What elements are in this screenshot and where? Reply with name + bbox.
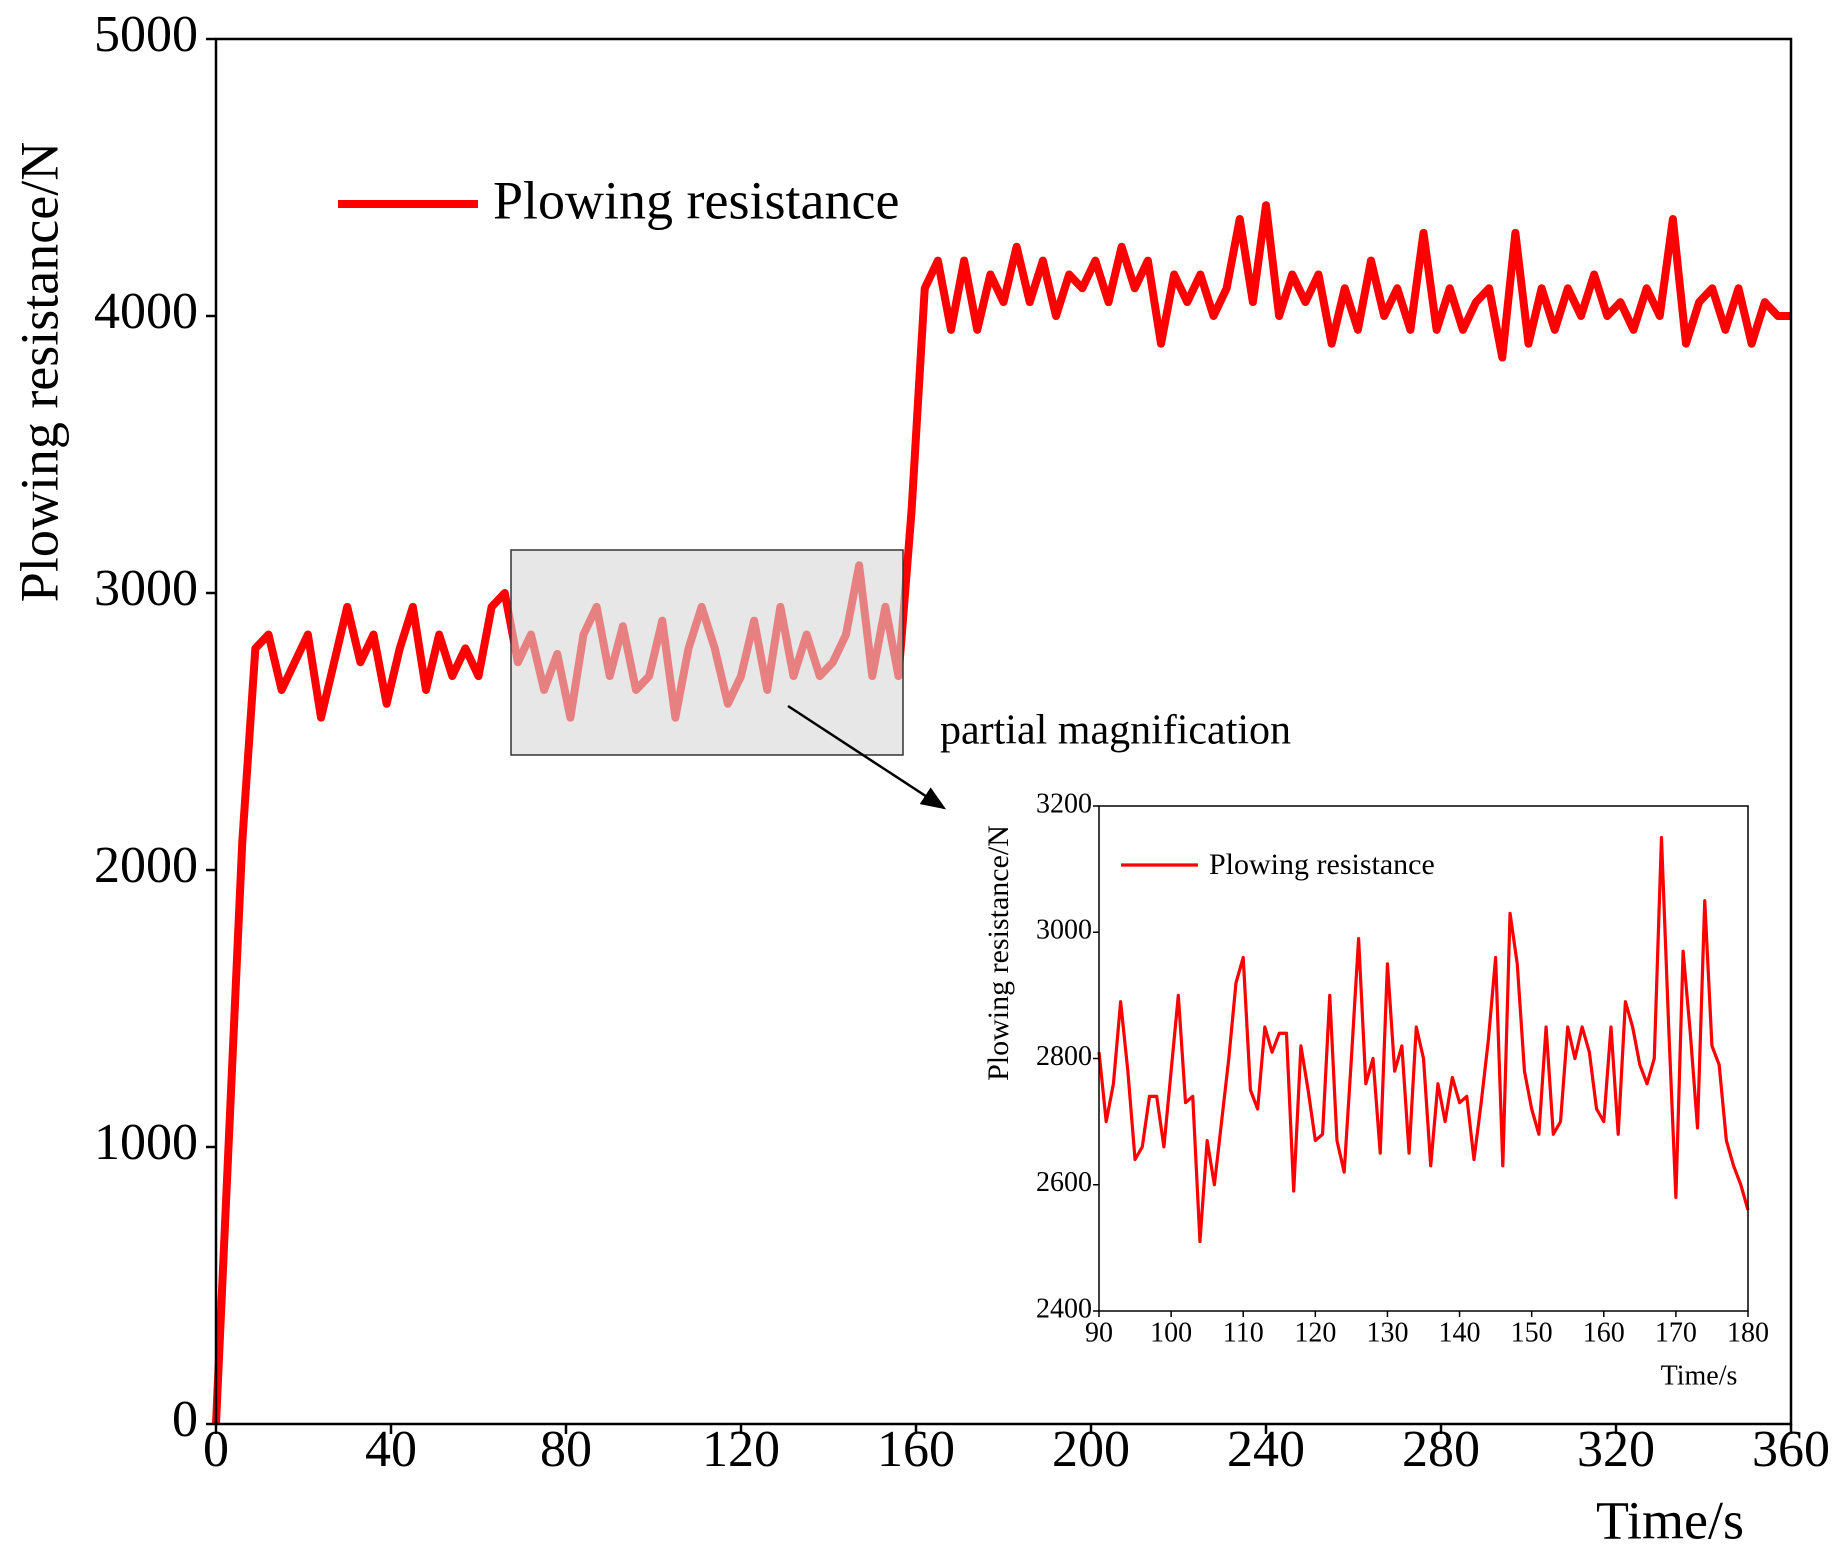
x-tick-label: 160 (877, 1421, 955, 1478)
y-tick-label: 2800 (1036, 1041, 1092, 1072)
x-axis-label: Time/s (1661, 1360, 1738, 1391)
x-tick-label: 0 (203, 1421, 229, 1478)
y-tick-label: 3000 (1036, 915, 1092, 946)
y-axis-label: Plowing resistance/N (982, 825, 1015, 1081)
legend-label: Plowing resistance (1209, 848, 1435, 881)
y-tick-label: 0 (172, 1391, 198, 1448)
x-tick-label: 120 (702, 1421, 780, 1478)
y-tick-label: 2400 (1036, 1293, 1092, 1324)
y-tick-label: 2000 (94, 837, 198, 894)
y-tick-label: 1000 (94, 1114, 198, 1171)
legend-label: Plowing resistance (493, 170, 899, 230)
y-tick-label: 5000 (94, 6, 198, 63)
x-tick-label: 160 (1583, 1317, 1625, 1348)
x-tick-label: 110 (1223, 1317, 1264, 1348)
x-tick-label: 40 (365, 1421, 417, 1478)
magnify-box (510, 549, 904, 756)
x-tick-label: 180 (1727, 1317, 1769, 1348)
x-tick-label: 80 (540, 1421, 592, 1478)
x-tick-label: 360 (1752, 1421, 1830, 1478)
x-tick-label: 170 (1655, 1317, 1697, 1348)
x-axis-label: Time/s (1596, 1490, 1744, 1550)
x-tick-label: 130 (1366, 1317, 1408, 1348)
y-tick-label: 2600 (1036, 1167, 1092, 1198)
arrow (787, 704, 947, 810)
x-tick-label: 150 (1511, 1317, 1553, 1348)
y-tick-label: 4000 (94, 283, 198, 340)
x-tick-label: 120 (1294, 1317, 1336, 1348)
x-tick-label: 100 (1150, 1317, 1192, 1348)
x-tick-label: 200 (1052, 1421, 1130, 1478)
x-tick-label: 90 (1085, 1317, 1113, 1348)
x-tick-label: 240 (1227, 1421, 1305, 1478)
x-tick-label: 280 (1402, 1421, 1480, 1478)
x-tick-label: 320 (1577, 1421, 1655, 1478)
x-tick-label: 140 (1439, 1317, 1481, 1348)
data-line (1097, 835, 1750, 1244)
y-tick-label: 3200 (1036, 788, 1092, 819)
y-tick-label: 3000 (94, 560, 198, 617)
y-axis-label: Plowing resistance/N (9, 142, 69, 602)
data-line (212, 201, 1791, 1425)
annotation: partial magnification (940, 708, 1291, 754)
plot-frame (214, 37, 1793, 1426)
